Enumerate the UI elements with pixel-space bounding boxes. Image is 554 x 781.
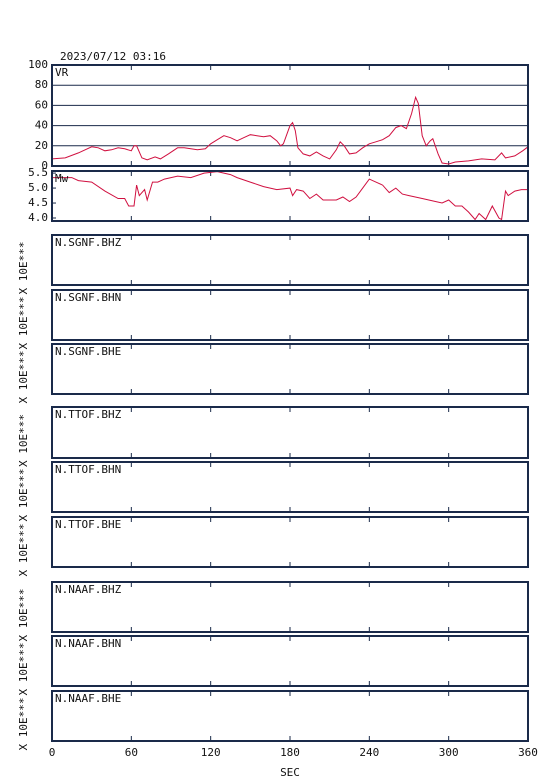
panel-label: N.TTOF.BHN <box>55 463 121 476</box>
x-tick-label: 120 <box>201 746 221 759</box>
data-line <box>51 95 529 165</box>
y-tick-label: 5.5 <box>28 166 48 179</box>
panel-label: N.SGNF.BHN <box>55 291 121 304</box>
y-tick-label: 4.0 <box>28 211 48 224</box>
y-tick-label: 80 <box>35 78 48 91</box>
y-axis-label: X 10E*** <box>17 469 30 522</box>
panel-frame <box>51 516 529 568</box>
panel-frame <box>51 343 529 395</box>
panel-frame <box>51 64 529 167</box>
y-axis-label: X 10E*** <box>17 297 30 350</box>
x-tick-label: 240 <box>359 746 379 759</box>
y-tick-label: 0 <box>41 159 48 172</box>
panel-frame <box>51 289 529 341</box>
panel-label: N.TTOF.BHE <box>55 518 121 531</box>
y-axis-label: X 10E*** <box>17 698 30 751</box>
panel-label: Mw <box>55 172 69 185</box>
panel-label: N.SGNF.BHE <box>55 345 121 358</box>
panel-frame <box>51 690 529 742</box>
panel-frame <box>51 581 529 633</box>
y-axis-label: X 10E*** <box>17 524 30 577</box>
y-tick-label: 5.0 <box>28 181 48 194</box>
data-line <box>52 171 528 221</box>
panel-frame <box>51 234 529 286</box>
x-axis-label: SEC <box>280 766 300 779</box>
panel-frame <box>51 406 529 459</box>
x-tick-label: 360 <box>518 746 538 759</box>
x-tick-label: 60 <box>125 746 138 759</box>
panel-label: N.NAAF.BHE <box>55 692 121 705</box>
y-axis-label: X 10E*** <box>17 643 30 696</box>
y-tick-label: 60 <box>35 98 48 111</box>
y-axis-label: X 10E*** <box>17 242 30 295</box>
panel-frame <box>51 635 529 687</box>
y-axis-label: X 10E*** <box>17 414 30 467</box>
chart-title: 2023/07/12 03:16 <box>60 50 166 63</box>
panel-label: N.TTOF.BHZ <box>55 408 122 421</box>
x-tick-label: 0 <box>49 746 56 759</box>
panel-frame <box>51 461 529 513</box>
y-tick-label: 4.5 <box>28 196 48 209</box>
panel-frame <box>51 170 529 222</box>
y-axis-label: X 10E*** <box>17 589 30 642</box>
y-tick-label: 20 <box>35 139 48 152</box>
panel-label: N.NAAF.BHZ <box>55 583 122 596</box>
y-tick-label: 40 <box>35 119 48 132</box>
panel-label: N.SGNF.BHZ <box>55 236 122 249</box>
y-axis-label: X 10E*** <box>17 351 30 404</box>
x-tick-label: 180 <box>280 746 300 759</box>
x-tick-label: 300 <box>439 746 459 759</box>
panel-label: VR <box>55 66 69 79</box>
y-tick-label: 100 <box>28 58 48 71</box>
panel-label: N.NAAF.BHN <box>55 637 121 650</box>
